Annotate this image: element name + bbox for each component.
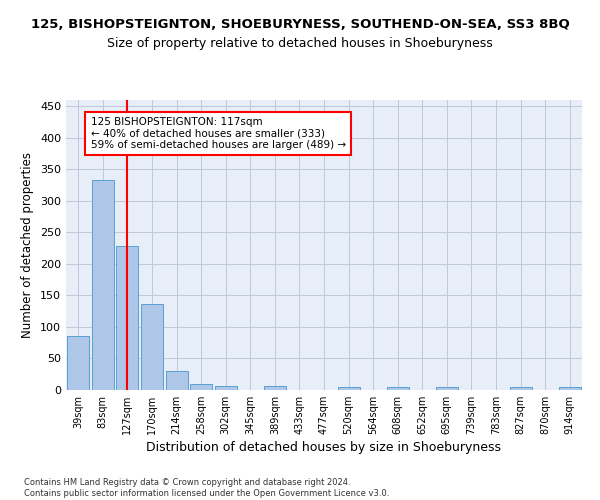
Text: 125 BISHOPSTEIGNTON: 117sqm
← 40% of detached houses are smaller (333)
59% of se: 125 BISHOPSTEIGNTON: 117sqm ← 40% of det… [91, 117, 346, 150]
Bar [509, 388, 532, 390]
Bar [338, 388, 359, 390]
Text: Contains HM Land Registry data © Crown copyright and database right 2024.
Contai: Contains HM Land Registry data © Crown c… [24, 478, 389, 498]
Bar [141, 304, 163, 390]
Bar [190, 384, 212, 390]
Text: 125, BISHOPSTEIGNTON, SHOEBURYNESS, SOUTHEND-ON-SEA, SS3 8BQ: 125, BISHOPSTEIGNTON, SHOEBURYNESS, SOUT… [31, 18, 569, 30]
Bar [166, 371, 188, 390]
Bar [67, 336, 89, 390]
Text: Size of property relative to detached houses in Shoeburyness: Size of property relative to detached ho… [107, 38, 493, 51]
Y-axis label: Number of detached properties: Number of detached properties [22, 152, 34, 338]
Bar [559, 388, 581, 390]
Bar [436, 388, 458, 390]
Bar [92, 180, 114, 390]
X-axis label: Distribution of detached houses by size in Shoeburyness: Distribution of detached houses by size … [146, 441, 502, 454]
Bar [386, 388, 409, 390]
Bar [215, 386, 237, 390]
Bar [116, 246, 139, 390]
Bar [264, 386, 286, 390]
